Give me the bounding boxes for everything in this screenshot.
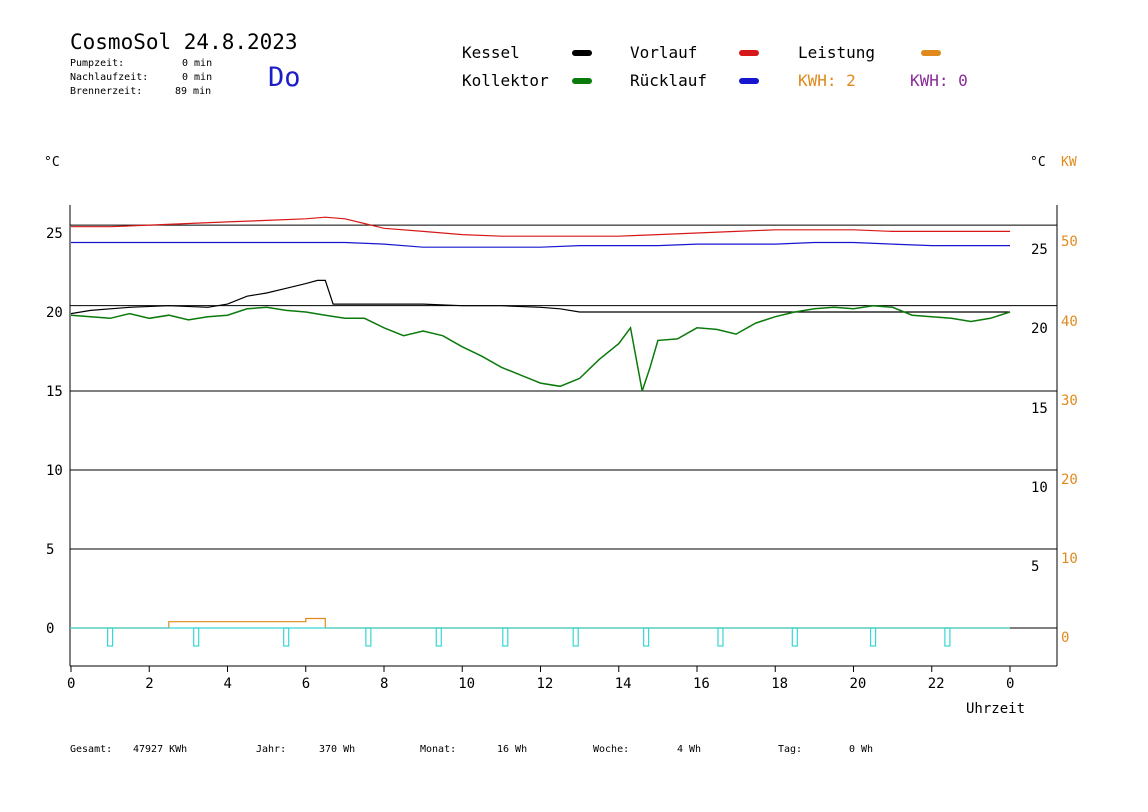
- y-tick-right-temp: 10: [1031, 480, 1048, 496]
- legend-leistung-swatch: [921, 50, 941, 56]
- x-tick-label: 0: [1006, 676, 1014, 692]
- y-tick-right-kw: 20: [1061, 472, 1078, 488]
- series-kessel: [70, 279, 1010, 315]
- y-tick-right-kw: 10: [1061, 551, 1078, 567]
- pump-marker: [435, 627, 442, 647]
- y-tick-right-kw: 50: [1061, 234, 1078, 250]
- y-tick-right-temp: 20: [1031, 321, 1048, 337]
- pump-marker: [717, 627, 724, 647]
- y-tick-left: 0: [46, 621, 54, 637]
- y-tick-left: 5: [46, 542, 54, 558]
- legend-kessel-swatch: [572, 50, 592, 56]
- footer-tag-value: 0 Wh: [849, 744, 874, 755]
- chart-title: CosmoSol 24.8.2023: [70, 30, 298, 54]
- legend-kollektor-swatch: [572, 78, 592, 84]
- y-tick-right-kw: 30: [1061, 393, 1078, 409]
- x-tick-label: 12: [537, 676, 554, 692]
- y-tick-right-temp: 25: [1031, 242, 1048, 258]
- y-tick-right-temp: 15: [1031, 401, 1048, 417]
- pump-marker: [502, 627, 509, 647]
- footer-tag-label: Tag:: [778, 744, 803, 755]
- x-tick-label: 4: [224, 676, 232, 692]
- y-tick-left: 15: [46, 384, 63, 400]
- footer-gesamt-value: 47927 KWh: [133, 744, 188, 755]
- stat-nachlaufzeit-label: Nachlaufzeit:: [70, 72, 149, 83]
- x-tick-label: 2: [145, 676, 153, 692]
- stat-brennerzeit-label: Brennerzeit:: [70, 86, 143, 97]
- pump-markers: [70, 627, 1010, 647]
- left-axis-unit: °C: [44, 155, 60, 170]
- legend-ruecklauf-swatch: [739, 78, 759, 84]
- footer-jahr-label: Jahr:: [256, 744, 287, 755]
- legend-kollektor-label: Kollektor: [462, 71, 549, 90]
- x-tick-label: 8: [380, 676, 388, 692]
- y-tick-left: 25: [46, 226, 63, 242]
- x-tick-label: 6: [302, 676, 310, 692]
- pump-marker: [643, 627, 650, 647]
- y-tick-right-kw: 0: [1061, 630, 1069, 646]
- legend-ruecklauf-label: Rücklauf: [630, 71, 708, 90]
- pump-marker: [283, 627, 290, 647]
- series-kollektor: [70, 304, 1011, 392]
- legend-kwh-total: KWH: 2: [798, 71, 856, 90]
- pump-marker: [365, 627, 372, 647]
- weekday-label: Do: [268, 62, 301, 93]
- stat-pumpzeit-label: Pumpzeit:: [70, 58, 125, 69]
- footer-monat-label: Monat:: [420, 744, 457, 755]
- footer-woche-value: 4 Wh: [677, 744, 702, 755]
- legend-vorlauf-label: Vorlauf: [630, 43, 698, 62]
- right-axis-unit-temp: °C: [1030, 155, 1046, 170]
- footer-jahr-value: 370 Wh: [319, 744, 356, 755]
- series-vorlauf: [71, 216, 1010, 237]
- legend-kessel-label: Kessel: [462, 43, 520, 62]
- pump-marker: [944, 627, 951, 647]
- chart-series: [70, 216, 1011, 629]
- y-tick-left: 20: [46, 305, 63, 321]
- series-rcklauf: [71, 241, 1010, 248]
- stat-pumpzeit-value: 0 min: [182, 58, 213, 69]
- x-axis-label: Uhrzeit: [966, 701, 1026, 717]
- series-leistung: [71, 617, 1010, 629]
- y-tick-right-kw: 40: [1061, 314, 1078, 330]
- legend-vorlauf-swatch: [739, 50, 759, 56]
- x-tick-label: 14: [615, 676, 632, 692]
- x-tick-label: 10: [458, 676, 475, 692]
- pump-marker: [869, 627, 877, 647]
- stat-brennerzeit-value: 89 min: [175, 86, 212, 97]
- pump-marker: [572, 627, 579, 647]
- pump-marker: [193, 627, 200, 647]
- footer-gesamt-label: Gesamt:: [70, 744, 113, 755]
- x-tick-label: 0: [67, 676, 75, 692]
- x-tick-label: 22: [928, 676, 945, 692]
- chart-grid: [69, 205, 1058, 667]
- footer-monat-value: 16 Wh: [497, 744, 528, 755]
- x-tick-label: 20: [850, 676, 867, 692]
- legend-kwh-secondary: KWH: 0: [910, 71, 968, 90]
- x-tick-label: 18: [771, 676, 788, 692]
- stat-nachlaufzeit-value: 0 min: [182, 72, 213, 83]
- x-tick-label: 16: [693, 676, 710, 692]
- pump-marker: [107, 627, 114, 647]
- y-tick-right-temp: 5: [1031, 559, 1039, 575]
- pump-marker: [791, 627, 798, 647]
- legend-leistung-label: Leistung: [798, 43, 876, 62]
- right-axis-unit-kw: KW: [1061, 155, 1077, 170]
- y-tick-left: 10: [46, 463, 63, 479]
- footer-woche-label: Woche:: [593, 744, 630, 755]
